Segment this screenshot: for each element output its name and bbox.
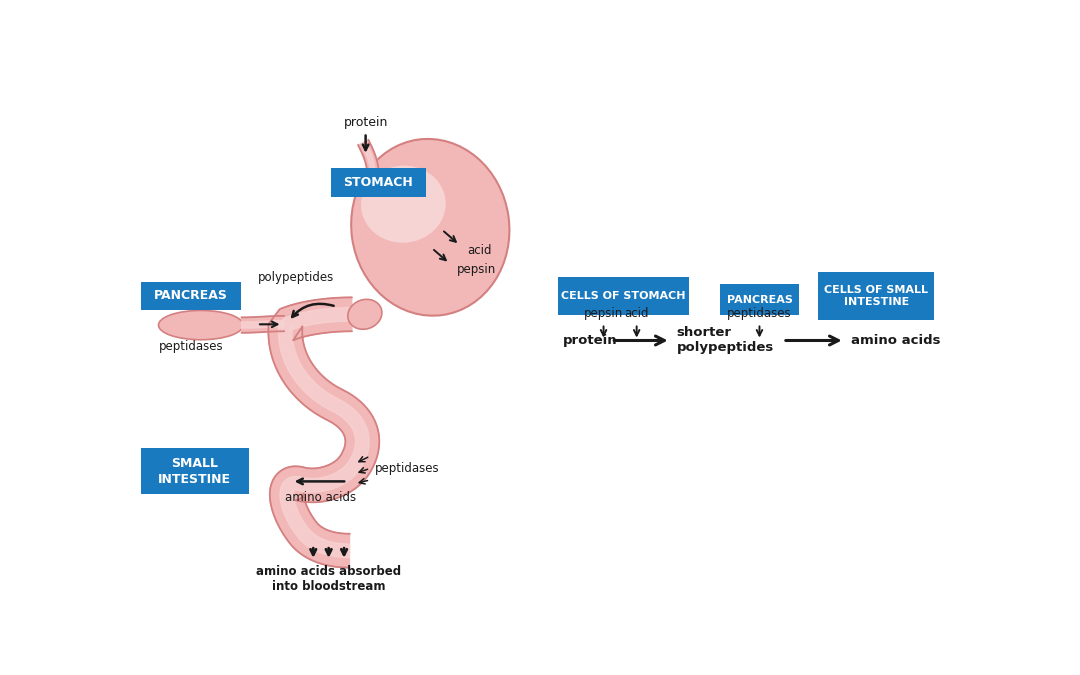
Text: protein: protein bbox=[563, 334, 618, 347]
Polygon shape bbox=[242, 321, 284, 328]
Text: polypeptides: polypeptides bbox=[257, 271, 334, 284]
Polygon shape bbox=[242, 316, 284, 333]
FancyBboxPatch shape bbox=[719, 284, 799, 315]
FancyBboxPatch shape bbox=[819, 272, 934, 321]
Ellipse shape bbox=[351, 139, 510, 316]
FancyBboxPatch shape bbox=[140, 282, 241, 310]
Text: amino acids: amino acids bbox=[285, 491, 356, 504]
Ellipse shape bbox=[159, 310, 243, 340]
Text: acid: acid bbox=[468, 244, 491, 257]
Text: CELLS OF STOMACH: CELLS OF STOMACH bbox=[562, 291, 686, 301]
Text: peptidases: peptidases bbox=[159, 340, 224, 354]
Text: peptidases: peptidases bbox=[375, 462, 440, 475]
Text: acid: acid bbox=[624, 306, 649, 320]
Polygon shape bbox=[279, 308, 369, 558]
Text: protein: protein bbox=[343, 115, 388, 129]
Text: amino acids absorbed
into bloodstream: amino acids absorbed into bloodstream bbox=[256, 566, 402, 593]
Text: PANCREAS: PANCREAS bbox=[153, 290, 228, 302]
FancyBboxPatch shape bbox=[140, 448, 248, 495]
Ellipse shape bbox=[361, 165, 446, 243]
Text: peptidases: peptidases bbox=[727, 306, 792, 320]
Text: pepsin: pepsin bbox=[584, 306, 623, 320]
Polygon shape bbox=[268, 298, 379, 568]
Polygon shape bbox=[361, 142, 375, 168]
Text: shorter
polypeptides: shorter polypeptides bbox=[677, 327, 774, 354]
Text: STOMACH: STOMACH bbox=[343, 176, 414, 189]
Text: SMALL
INTESTINE: SMALL INTESTINE bbox=[158, 457, 231, 486]
Text: amino acids: amino acids bbox=[851, 334, 941, 347]
FancyBboxPatch shape bbox=[558, 277, 689, 315]
Polygon shape bbox=[359, 140, 378, 169]
FancyBboxPatch shape bbox=[330, 168, 426, 197]
Text: CELLS OF SMALL
INTESTINE: CELLS OF SMALL INTESTINE bbox=[824, 286, 928, 307]
Text: pepsin: pepsin bbox=[457, 263, 496, 276]
Text: PANCREAS: PANCREAS bbox=[727, 295, 793, 304]
Ellipse shape bbox=[348, 299, 382, 329]
